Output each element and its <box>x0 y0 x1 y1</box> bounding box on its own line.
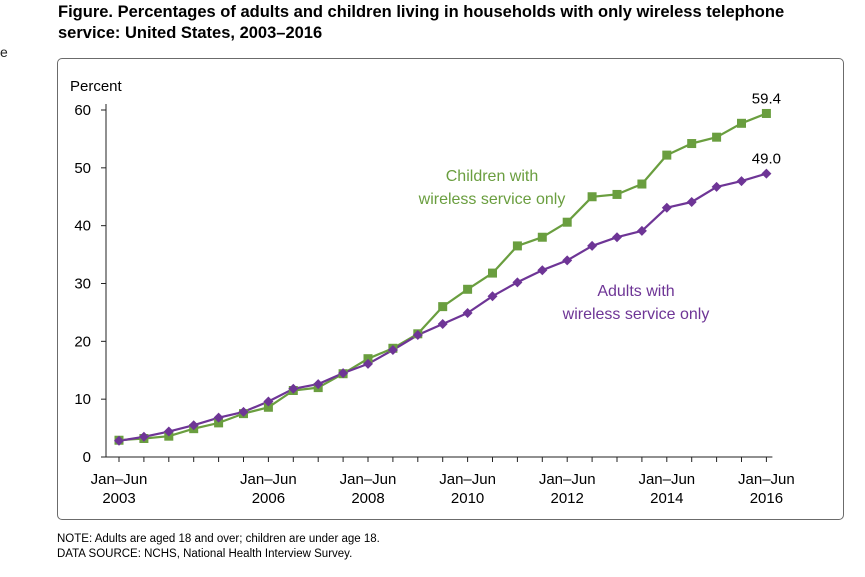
children-data-point <box>687 139 697 149</box>
children-data-point <box>737 118 746 128</box>
adults-data-point <box>412 329 423 340</box>
adults-data-point <box>263 396 274 407</box>
children-data-point <box>438 302 448 312</box>
chart-notes: NOTE: Adults are aged 18 and over; child… <box>57 532 380 562</box>
adults-data-point <box>761 168 772 179</box>
adults-data-point <box>562 255 573 266</box>
children-data-point <box>537 232 547 242</box>
chart-axes: Percent 0 10 20 30 40 50 60 Jan–Jun 2003 Jan–Jun 20… <box>70 78 795 507</box>
x-tick-label-period: Jan–Jun <box>539 471 596 488</box>
adults-data-point <box>437 318 448 329</box>
children-series-label-line1: Children with <box>446 168 538 185</box>
edge-text-fragment: e <box>0 44 8 60</box>
children-data-point <box>214 418 224 428</box>
children-data-point <box>488 268 497 278</box>
children-data-point <box>463 284 473 294</box>
adults-data-point <box>163 426 174 437</box>
children-data-point <box>612 189 622 199</box>
children-series-line <box>118 112 767 442</box>
x-tick-label-year: 2014 <box>650 490 683 507</box>
adults-data-point <box>711 181 722 192</box>
adults-data-point <box>338 368 349 379</box>
adults-data-point <box>612 232 622 243</box>
children-end-value-label: 59.4 <box>752 90 781 107</box>
x-tick-label-period: Jan–Jun <box>240 471 297 488</box>
y-tick-label: 20 <box>74 333 91 350</box>
chart-lines <box>118 112 767 442</box>
x-tick-label-year: 2006 <box>252 490 285 507</box>
adults-data-point <box>213 412 224 423</box>
adults-data-point <box>512 277 523 288</box>
x-tick-label-period: Jan–Jun <box>340 471 397 488</box>
x-tick-label-period: Jan–Jun <box>738 471 795 488</box>
adults-data-point <box>537 265 548 276</box>
adults-data-point <box>686 196 697 207</box>
y-tick-label: 10 <box>74 391 91 408</box>
y-tick-label: 0 <box>83 449 91 466</box>
y-tick-label: 50 <box>74 160 91 177</box>
adults-data-point <box>736 176 747 187</box>
children-data-point <box>363 354 373 364</box>
adults-data-point <box>313 379 324 390</box>
adults-data-point <box>462 307 473 318</box>
adults-data-point <box>188 420 199 431</box>
adults-data-point <box>288 383 299 394</box>
adults-data-point <box>114 435 124 446</box>
note-text: NOTE: Adults are aged 18 and over; child… <box>57 533 380 545</box>
x-tick-label-year: 2003 <box>102 490 135 507</box>
children-data-point <box>662 150 672 160</box>
x-tick-label-year: 2012 <box>551 490 584 507</box>
children-data-point <box>637 179 647 189</box>
children-series-label-line2: wireless service only <box>418 191 566 208</box>
children-data-point <box>263 402 273 412</box>
figure-title: Figure. Percentages of adults and childr… <box>58 3 785 42</box>
adults-data-point <box>636 225 647 236</box>
x-tick-label-year: 2010 <box>451 490 484 507</box>
y-tick-label: 40 <box>74 218 91 235</box>
x-tick-label-year: 2016 <box>750 490 783 507</box>
children-data-point <box>512 241 522 251</box>
children-data-point <box>712 132 722 142</box>
adults-data-point <box>238 406 249 417</box>
x-tick-label-year: 2008 <box>351 490 384 507</box>
data-source-text: DATA SOURCE: NCHS, National Health Inter… <box>57 548 353 560</box>
children-data-point <box>587 192 597 202</box>
adults-data-point <box>587 240 598 251</box>
chart-markers <box>114 108 772 446</box>
adults-data-point <box>661 202 672 213</box>
children-data-point <box>761 108 771 118</box>
x-tick-label-period: Jan–Jun <box>439 471 496 488</box>
adults-data-point <box>387 345 398 356</box>
adults-series-label-line1: Adults with <box>597 283 674 300</box>
adults-data-point <box>138 431 149 442</box>
adults-end-value-label: 49.0 <box>752 151 781 168</box>
chart-frame <box>57 58 844 520</box>
adults-data-point <box>487 291 498 302</box>
x-tick-label-period: Jan–Jun <box>638 471 695 488</box>
y-tick-label: 30 <box>74 276 91 293</box>
adults-data-point <box>363 358 373 369</box>
children-data-point <box>562 217 572 227</box>
adults-series-label-line2: wireless service only <box>562 306 710 323</box>
chart-labels: Children with wireless service only 59.4 Ad… <box>418 90 781 323</box>
x-tick-label-period: Jan–Jun <box>91 471 148 488</box>
y-tick-label: 60 <box>74 102 91 119</box>
y-axis-label: Percent <box>70 78 123 95</box>
